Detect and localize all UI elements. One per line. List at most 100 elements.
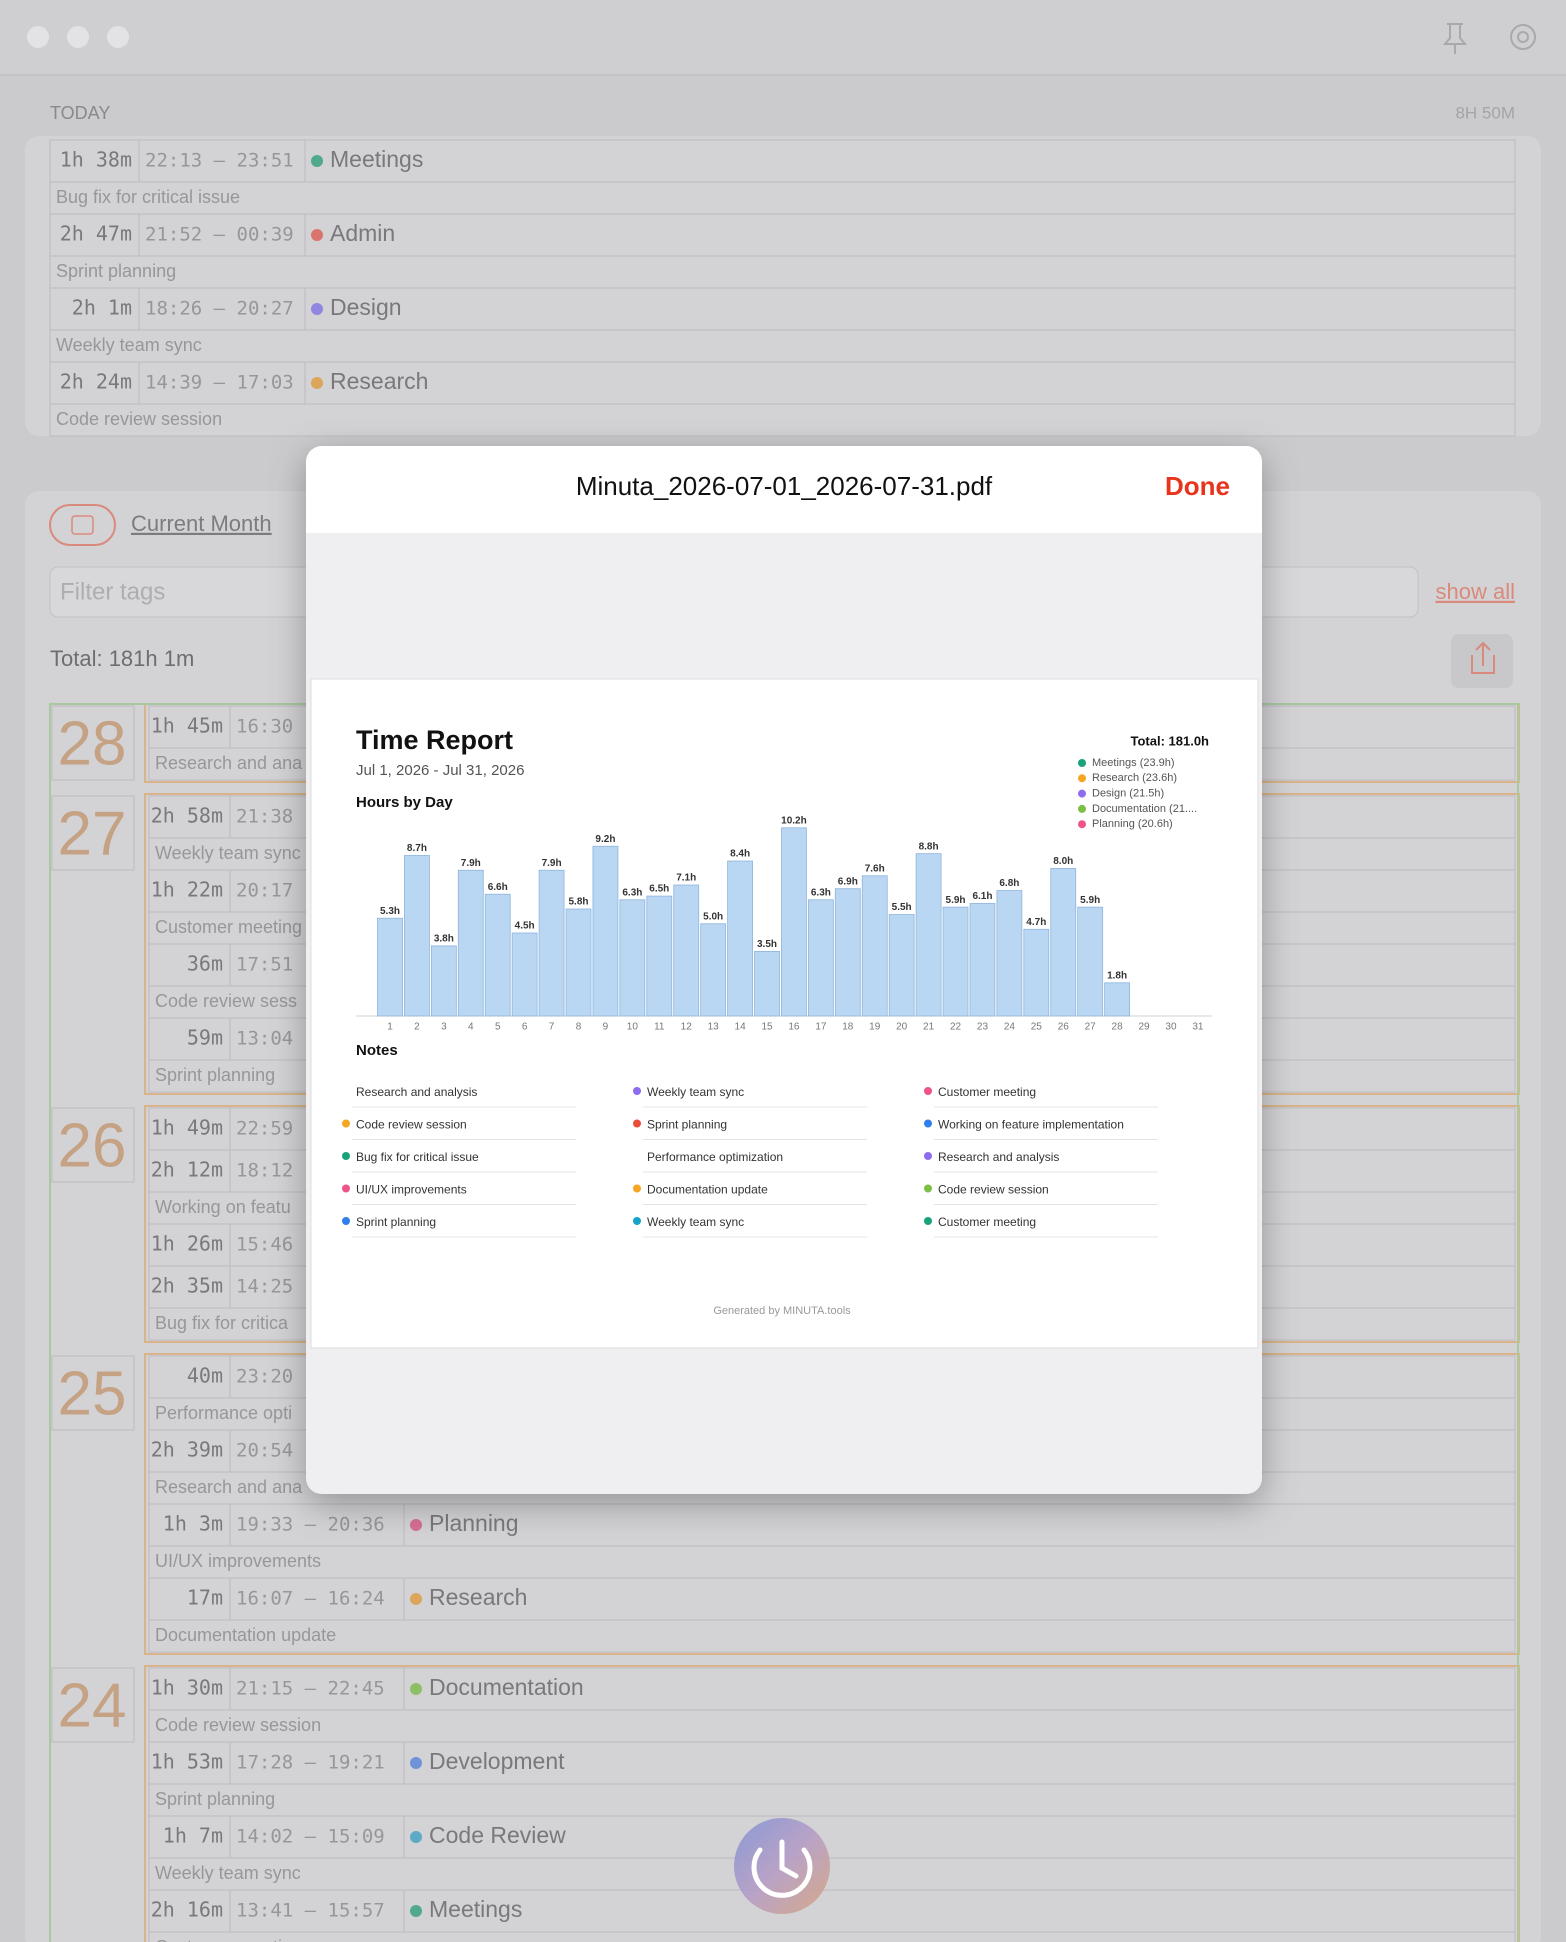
logo-mark — [751, 1839, 813, 1898]
value-label: 8.7h — [407, 843, 427, 854]
value-label: 8.0h — [1053, 856, 1073, 867]
bar — [646, 895, 673, 1017]
entry-note: Bug fix for critical issue — [56, 187, 240, 207]
entry-range: 22:13 — 23:51 — [145, 150, 294, 172]
entry-note: Bug fix for critica — [155, 1313, 289, 1333]
entry-note: Weekly team sync — [155, 1863, 301, 1883]
entry-range: 21:52 — 00:39 — [145, 224, 294, 246]
entry-tag: Design — [330, 294, 402, 320]
entry-range: 13:04 — [236, 1028, 293, 1050]
value-label: 6.3h — [811, 887, 831, 898]
day-number-box — [51, 795, 135, 871]
x-tick-label: 4 — [468, 1022, 474, 1033]
note-text: Code review session — [938, 1183, 1049, 1197]
bar — [565, 908, 592, 1017]
legend-dot — [1078, 759, 1086, 767]
x-tick-label: 26 — [1058, 1022, 1070, 1033]
bar — [457, 869, 484, 1017]
entry-note: Working on featu — [155, 1197, 291, 1217]
entry-tag: Meetings — [330, 146, 423, 172]
minimize-button[interactable] — [67, 26, 89, 48]
note-dot — [342, 1184, 350, 1193]
settings-icon[interactable] — [1510, 24, 1536, 50]
value-label: 6.5h — [649, 884, 669, 895]
zoom-button[interactable] — [107, 26, 129, 48]
chart-title: Hours by Day — [356, 794, 453, 811]
note-dot — [924, 1087, 932, 1095]
day-group: 1h 30m 21:15 — 22:45 Documentation Code rev… — [51, 1665, 1520, 1942]
bar — [754, 951, 780, 1017]
bar — [781, 827, 807, 1017]
pin-icon[interactable] — [1442, 23, 1468, 54]
tag-dot — [311, 377, 323, 389]
close-button[interactable] — [27, 26, 49, 48]
today-label: TODAY — [50, 103, 110, 123]
bar — [1023, 928, 1050, 1017]
value-label: 5.0h — [703, 911, 723, 922]
tag-dot — [410, 1593, 422, 1605]
value-label: 4.7h — [1026, 917, 1046, 928]
legend-label: Planning (20.6h) — [1092, 818, 1173, 830]
bar — [1077, 906, 1104, 1017]
entry-duration: 36m — [187, 952, 223, 976]
entry-range: 23:20 — [236, 1366, 293, 1388]
entry-note: Sprint planning — [155, 1789, 275, 1809]
value-label: 9.2h — [595, 834, 615, 845]
calendar-button[interactable] — [49, 504, 116, 546]
entry-duration: 17m — [187, 1586, 223, 1610]
value-label: 1.8h — [1107, 970, 1127, 981]
entry-range: 21:38 — [236, 806, 293, 828]
entry-range: 18:12 — [236, 1160, 293, 1182]
show-all-link[interactable]: show all — [1436, 579, 1515, 604]
calendar-icon — [71, 515, 94, 535]
entry-duration: 2h 16m — [151, 1898, 223, 1922]
x-tick-label: 3 — [441, 1022, 447, 1033]
x-tick-label: 11 — [654, 1022, 665, 1033]
value-label: 6.9h — [838, 876, 858, 887]
bar — [700, 923, 727, 1017]
day-number: 28 — [58, 709, 127, 778]
value-label: 7.9h — [542, 858, 562, 869]
period-selector[interactable]: Current Month — [131, 511, 272, 536]
x-tick-label: 12 — [681, 1022, 693, 1033]
note-text: Performance optimization — [647, 1150, 783, 1164]
entry-duration: 1h 38m — [60, 148, 132, 172]
entry-duration: 2h 12m — [151, 1158, 223, 1182]
bar — [484, 893, 511, 1017]
entry-duration: 1h 30m — [151, 1676, 223, 1700]
entry-duration: 40m — [187, 1364, 223, 1388]
tag-dot — [410, 1757, 422, 1769]
entry-range: 16:07 — 16:24 — [236, 1588, 385, 1610]
value-label: 3.8h — [434, 934, 454, 945]
note-text: Documentation update — [647, 1183, 768, 1197]
today-total: 8H 50M — [1455, 103, 1515, 122]
tag-dot — [410, 1683, 422, 1695]
tag-dot — [410, 1831, 422, 1843]
value-label: 5.9h — [946, 895, 966, 906]
bar — [377, 917, 403, 1017]
entry-note: Customer meeting — [155, 1937, 302, 1942]
entry-range: 22:59 — [236, 1118, 293, 1140]
entry-range: 16:30 — [236, 716, 293, 738]
bar — [1050, 868, 1077, 1017]
x-tick-label: 14 — [735, 1022, 747, 1033]
x-tick-label: 18 — [842, 1022, 854, 1033]
entry-tag: Documentation — [429, 1674, 584, 1700]
value-label: 4.5h — [515, 921, 535, 932]
note-dot — [924, 1119, 932, 1128]
x-tick-label: 1 — [387, 1022, 393, 1033]
x-tick-label: 25 — [1031, 1022, 1043, 1033]
entry-range: 19:33 — 20:36 — [236, 1514, 385, 1536]
today-panel — [25, 136, 1541, 436]
entry-range: 13:41 — 15:57 — [236, 1900, 385, 1922]
bar — [592, 845, 619, 1017]
pdf-filename: Minuta_2026-07-01_2026-07-31.pdf — [576, 471, 993, 501]
entry-tag: Meetings — [429, 1896, 522, 1922]
entry-duration: 1h 7m — [163, 1824, 223, 1848]
legend-label: Meetings (23.9h) — [1092, 757, 1175, 769]
title-bar — [0, 0, 1566, 75]
tag-dot — [311, 303, 323, 315]
done-button[interactable]: Done — [1165, 471, 1230, 501]
value-label: 5.3h — [380, 906, 400, 917]
legend-dot — [1078, 820, 1086, 829]
